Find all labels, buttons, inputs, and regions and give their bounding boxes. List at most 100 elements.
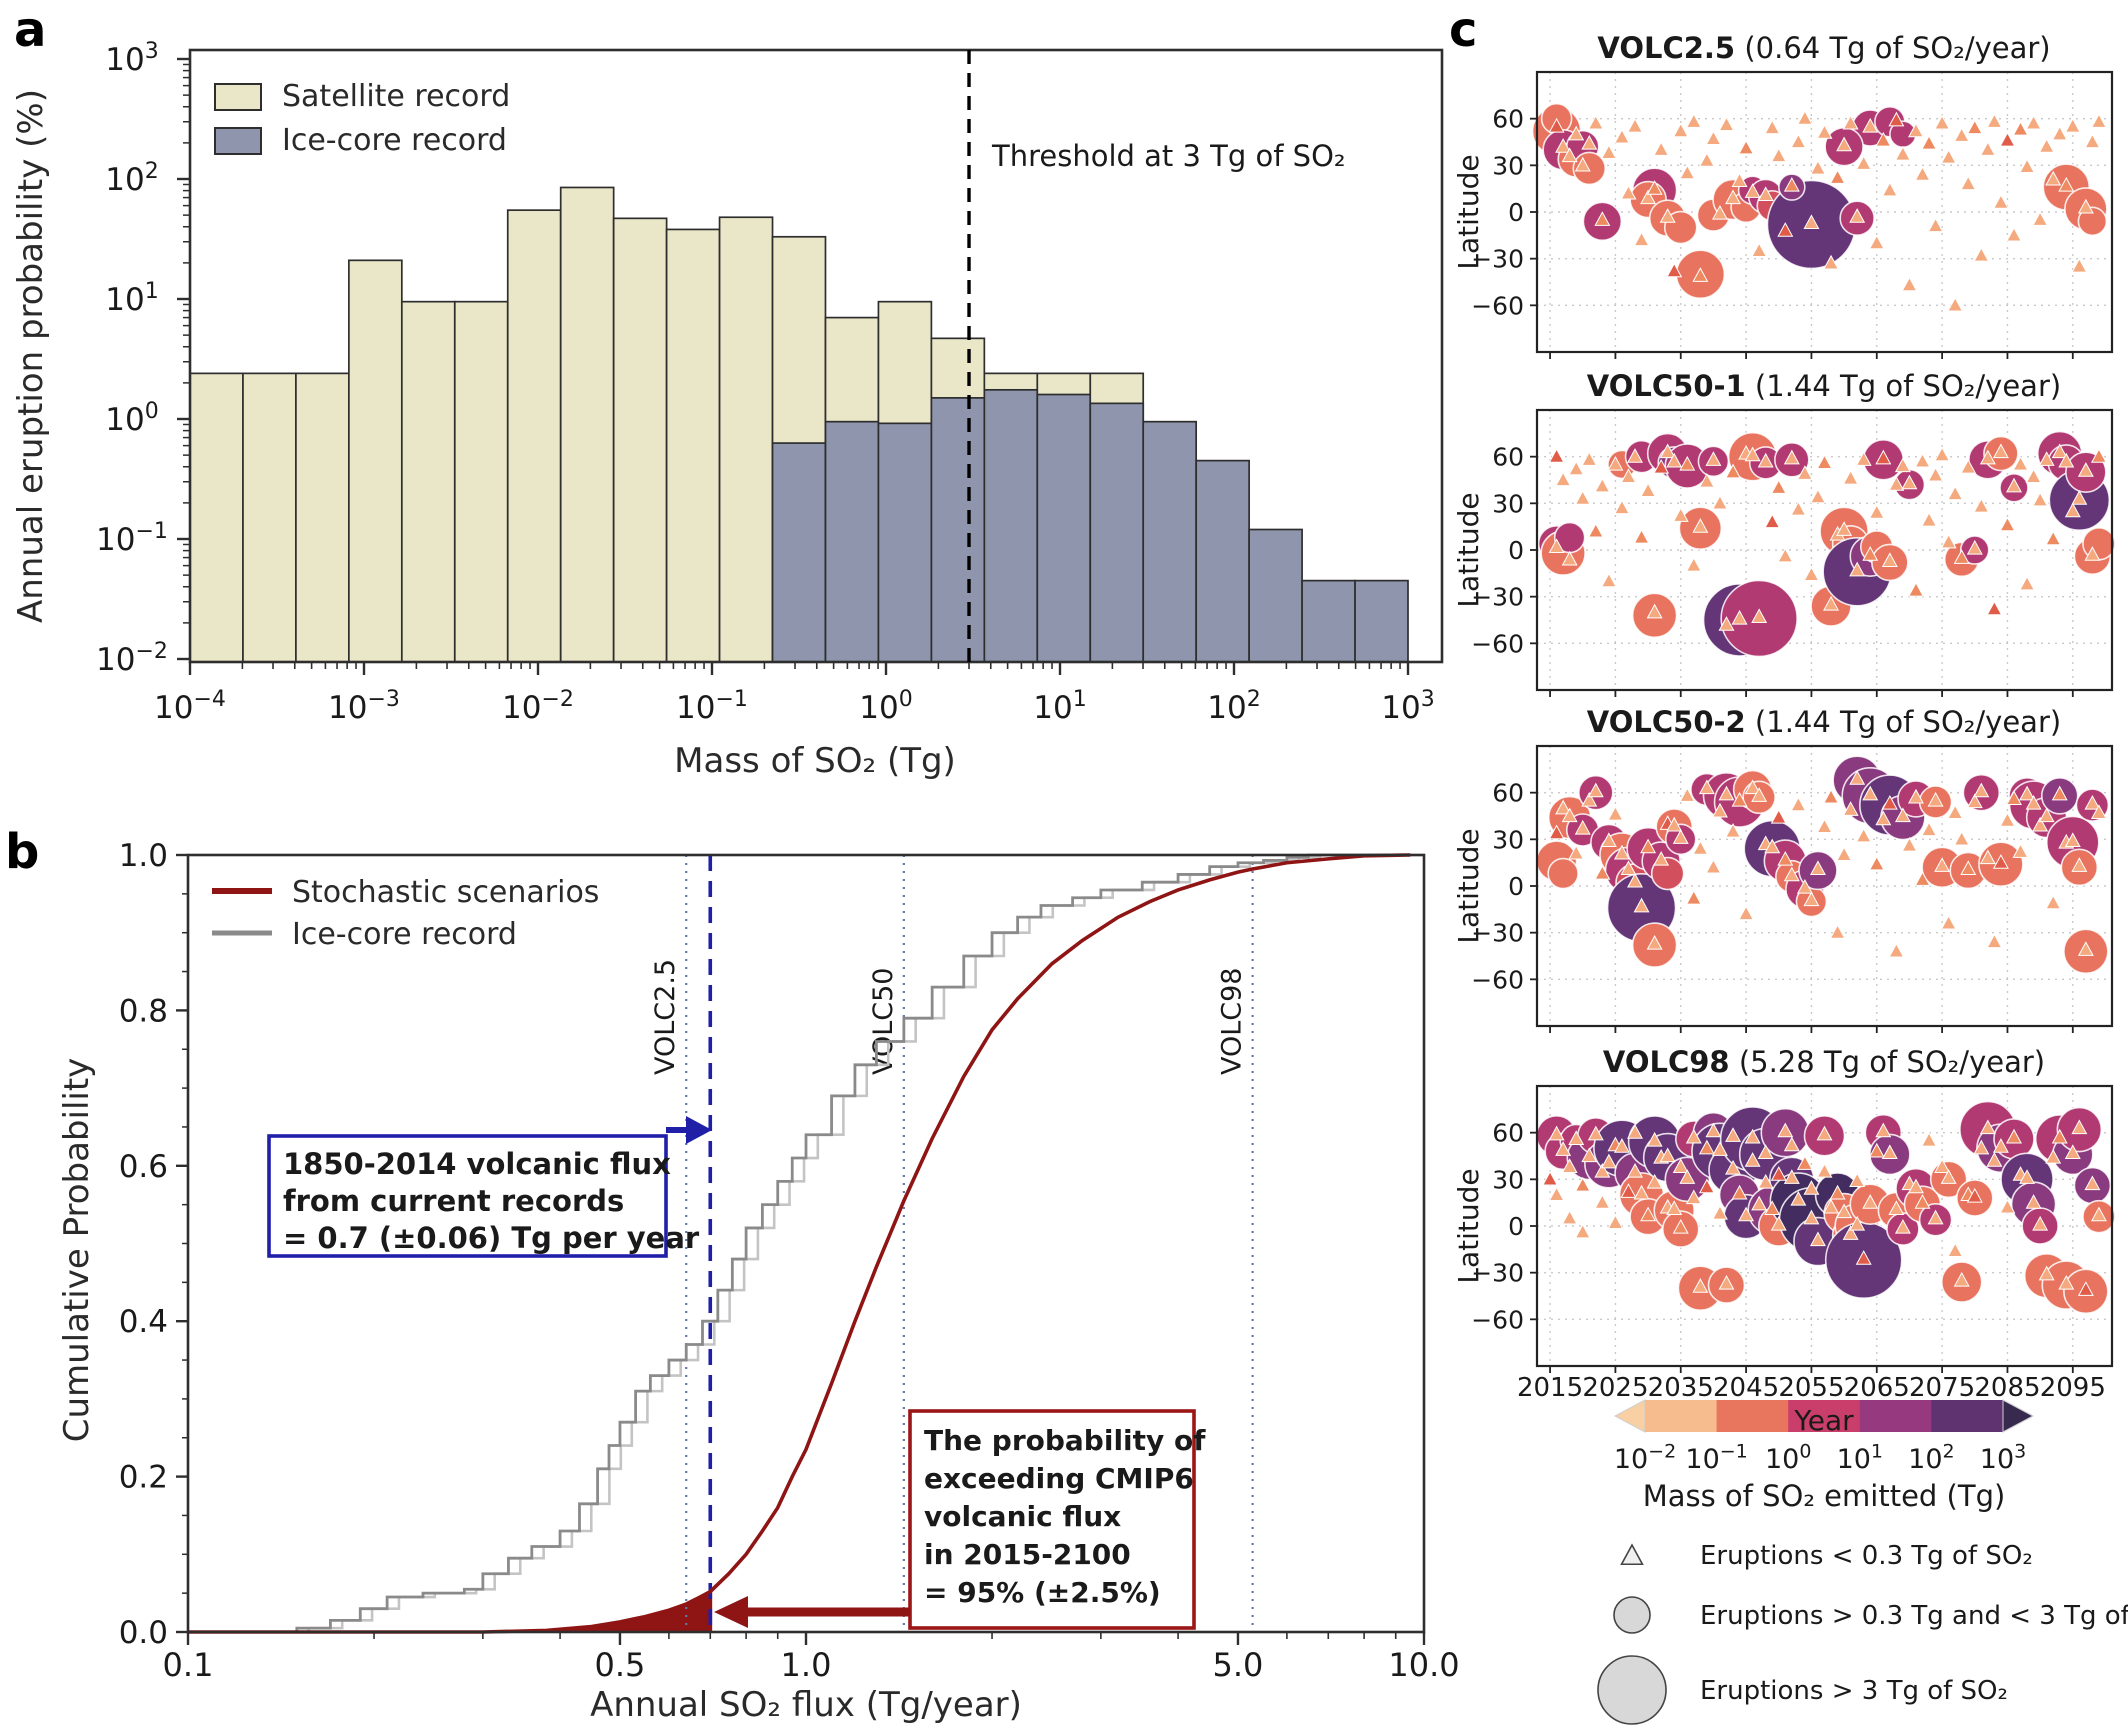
- eruption-triangle: [2051, 125, 2068, 141]
- eruption-triangle: [1829, 924, 1846, 939]
- eruption-triangle: [2025, 468, 2042, 484]
- eruption-triangle: [1855, 827, 1872, 843]
- histogram-bar-satellite: [665, 228, 721, 663]
- eruption-triangle: [1823, 788, 1840, 804]
- eruption-triangle: [1764, 119, 1781, 135]
- eruption-triangle: [1653, 141, 1670, 156]
- eruption-triangle: [1738, 905, 1755, 921]
- tick-label: 102: [105, 159, 158, 198]
- eruption-triangle: [2038, 1265, 2055, 1281]
- eruption-triangle: [1548, 448, 1565, 463]
- eruption-triangle: [1568, 1130, 1585, 1146]
- probability-annotation-line: volcanic flux: [924, 1500, 1121, 1533]
- eruption-triangle: [1581, 451, 1598, 466]
- eruption-triangle: [2058, 452, 2075, 468]
- exceedance-fill-area: [482, 1589, 713, 1632]
- eruption-triangle: [1764, 838, 1781, 854]
- eruption-circle: [1547, 857, 1579, 890]
- eruption-triangle: [1992, 1138, 2009, 1153]
- colorbar-right-arrow: [2002, 1399, 2035, 1433]
- eruption-triangle: [1620, 860, 1637, 876]
- eruption-triangle: [1646, 180, 1663, 195]
- eruption-triangle: [1640, 1206, 1657, 1222]
- flux-annotation-line: = 0.7 (±0.06) Tg per year: [283, 1221, 700, 1255]
- eruption-circle: [2077, 206, 2108, 237]
- eruption-triangle: [1973, 247, 1990, 262]
- probability-arrow-head: [714, 1596, 748, 1628]
- histogram-bar-satellite: [612, 217, 668, 663]
- eruption-triangle: [1555, 1141, 1572, 1156]
- eruption-triangle: [1816, 1125, 1833, 1141]
- eruption-triangle: [1594, 865, 1611, 880]
- year-tick-label: 2045: [1713, 1373, 1779, 1403]
- eruption-triangle: [2038, 138, 2055, 153]
- size-legend-triangle: [1620, 1543, 1644, 1566]
- eruption-triangle: [1633, 231, 1650, 247]
- colorbar-segment: [1645, 1400, 1718, 1432]
- eruption-triangle: [1555, 799, 1572, 815]
- eruption-triangle: [2090, 113, 2107, 128]
- eruption-triangle: [1986, 600, 2003, 616]
- eruption-triangle: [2006, 226, 2022, 242]
- eruption-triangle: [1940, 1169, 1957, 1184]
- year-tick-label: 2055: [1778, 1373, 1844, 1403]
- eruption-triangle: [1947, 804, 1964, 820]
- tick-label: 10−3: [328, 687, 400, 726]
- histogram-bar-icecore: [1301, 579, 1356, 663]
- eruption-triangle: [1901, 276, 1918, 292]
- eruption-triangle: [1757, 1173, 1774, 1189]
- eruption-triangle: [1574, 156, 1591, 172]
- eruption-triangle: [1790, 501, 1807, 516]
- histogram-bar-icecore: [930, 397, 986, 663]
- eruption-triangle: [1783, 1136, 1800, 1152]
- eruption-triangle: [1698, 473, 1715, 488]
- tick-label: 10−2: [502, 687, 574, 726]
- size-legend-label-small: Eruptions < 0.3 Tg of SO₂: [1700, 1541, 2033, 1571]
- eruption-triangle: [2077, 1281, 2094, 1296]
- eruption-triangle: [1803, 566, 1820, 582]
- eruption-triangle: [1849, 770, 1866, 785]
- x-tick-label: 5.0: [1213, 1646, 1264, 1684]
- eruption-triangle: [1757, 186, 1774, 202]
- eruption-triangle: [1966, 539, 1983, 555]
- tick-label: 101: [105, 279, 158, 318]
- eruption-triangle: [1881, 181, 1898, 197]
- eruption-triangle: [1666, 1200, 1683, 1216]
- eruption-triangle: [1581, 791, 1598, 807]
- year-tick-label: 2015: [1517, 1373, 1583, 1403]
- probability-annotation-line: = 95% (±2.5%): [924, 1576, 1161, 1609]
- eruption-triangle: [1646, 1173, 1663, 1189]
- eruption-triangle: [2058, 1275, 2075, 1290]
- eruption-triangle: [1908, 581, 1924, 597]
- eruption-triangle: [1770, 809, 1787, 824]
- eruption-triangle: [1823, 1198, 1840, 1214]
- eruption-triangle: [1960, 459, 1977, 474]
- eruption-triangle: [1698, 779, 1715, 795]
- eruption-triangle: [1796, 110, 1813, 125]
- eruption-triangle: [1894, 1219, 1911, 1234]
- y-tick-label: 0: [1508, 198, 1524, 227]
- eruption-triangle: [1966, 793, 1983, 809]
- eruption-triangle: [2006, 790, 2022, 806]
- eruption-triangle: [1881, 1144, 1898, 1160]
- histogram-bar-icecore: [771, 442, 827, 663]
- eruption-triangle: [1711, 205, 1728, 220]
- latitude-label-2: Latitude: [1452, 492, 1485, 607]
- histogram-bar-satellite: [400, 300, 456, 663]
- eruption-triangle: [1901, 837, 1918, 852]
- eruption-triangle: [2038, 451, 2055, 466]
- panel-c-scatter-column: −60 −30 0 30 60 VOLC2.5 (0.64 Tg of SO₂/year)…: [1471, 31, 2116, 1725]
- eruption-triangle: [2051, 785, 2068, 801]
- histogram-bar-icecore: [1036, 393, 1092, 663]
- eruption-triangle: [1731, 791, 1748, 807]
- eruption-triangle: [1809, 488, 1826, 504]
- eruption-triangle: [1770, 479, 1787, 494]
- year-tick-label: 2095: [2040, 1373, 2106, 1403]
- eruption-triangle: [1868, 1142, 1885, 1158]
- eruption-triangle: [1672, 1158, 1689, 1174]
- eruption-triangle: [1934, 1158, 1951, 1174]
- eruption-triangle: [1646, 935, 1663, 950]
- eruption-triangle: [1600, 1153, 1617, 1169]
- eruption-triangle: [1796, 879, 1813, 894]
- panel-b-cdf: VOLC2.5 VOLC50 VOLC98 0.0 0.2 0.4 0.6 0.8 1.0 0.1…: [119, 838, 1460, 1684]
